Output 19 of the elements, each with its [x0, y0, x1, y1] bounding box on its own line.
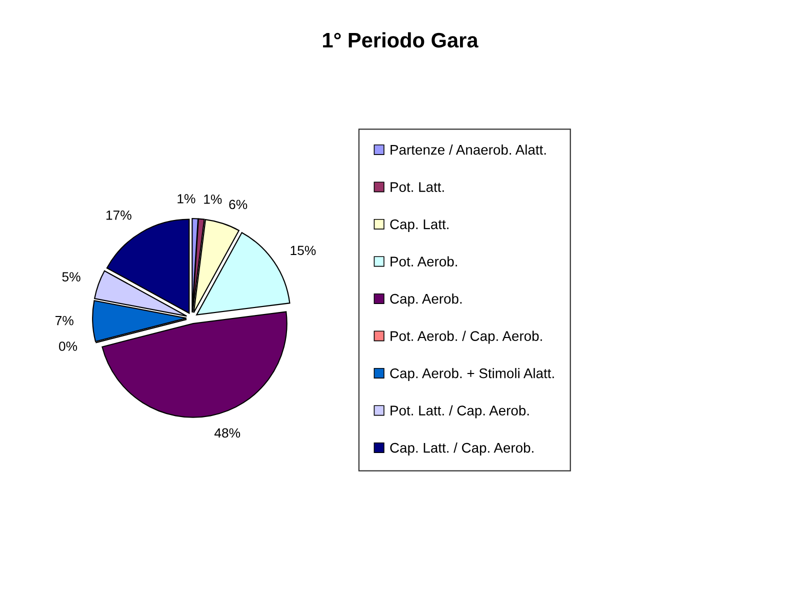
legend-label: Cap. Latt.	[390, 219, 448, 232]
text: 0%	[58, 342, 78, 351]
data-label: 5%	[62, 272, 80, 282]
data-label: 48%	[214, 428, 240, 438]
data-label: 15%	[290, 246, 316, 256]
legend-label: Pot. Latt. / Cap. Aerob.	[390, 405, 529, 418]
legend-label: Pot. Aerob.	[390, 256, 457, 266]
legend-label: Partenze / Anaerob. Alatt.	[390, 144, 546, 155]
chart-title: 1° Periodo Gara	[323, 32, 478, 48]
data-label: 7%	[55, 316, 74, 326]
legend-label: Cap. Aerob.	[390, 294, 462, 306]
data-label: 17%	[106, 210, 132, 220]
data-label: 6%	[229, 200, 248, 210]
legend-label: Cap. Aerob. + Stimoli Alatt.	[390, 368, 554, 381]
data-label: 1%	[178, 194, 196, 204]
data-label: 1%	[204, 194, 222, 204]
legend-label: Pot. Aerob. / Cap. Aerob.	[390, 330, 542, 344]
legend-label: Pot. Latt.	[390, 182, 444, 192]
legend-label: Cap. Latt. / Cap. Aerob.	[390, 442, 534, 456]
